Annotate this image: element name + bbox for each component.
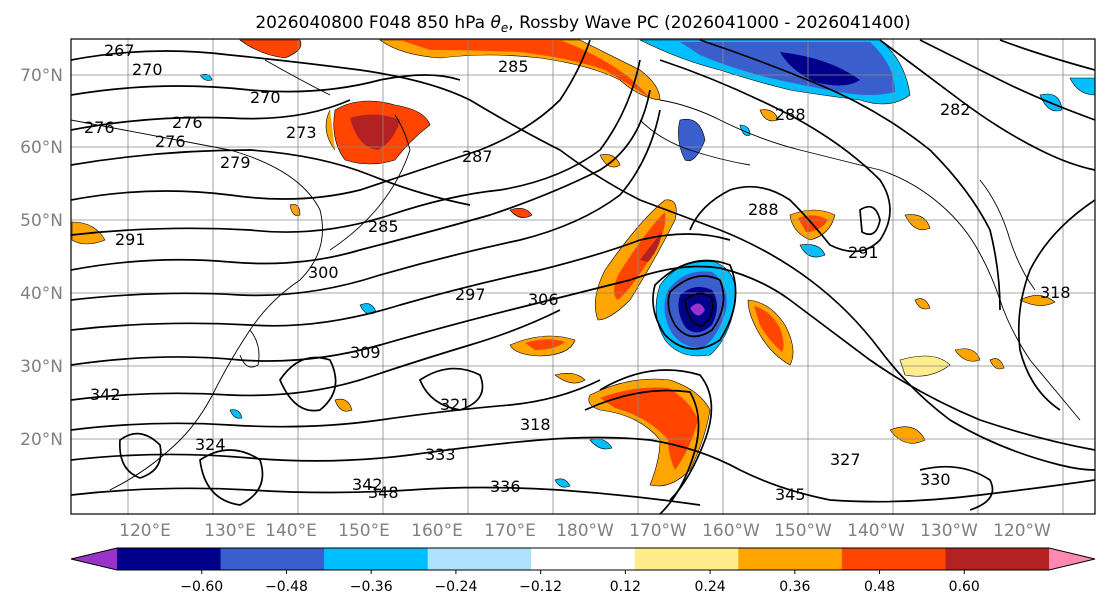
contour-label: 300 [308,263,339,282]
anomaly-shading [71,39,1095,488]
contour-label: 279 [220,153,251,172]
colorbar-tick-label: 0.24 [695,579,726,595]
contour-label: 282 [940,100,971,119]
colorbar-tick-label: −0.60 [180,579,223,595]
colorbar-tick-label: 0.12 [610,579,641,595]
theta-e-contours [71,39,1095,514]
contour-label: 306 [528,290,559,309]
colorbar-cell [427,548,532,570]
latitude-labels: 70°N 60°N 50°N 40°N 30°N 20°N [20,66,63,450]
contour-label: 297 [455,285,486,304]
colorbar-tick-label: 0.60 [949,579,980,595]
contour-label: 291 [848,243,879,262]
colorbar-cell [531,548,636,570]
contour-label: 276 [172,113,203,132]
contour-label: 336 [490,477,521,496]
colorbar: −0.60 −0.48 −0.36 −0.24 −0.12 0.12 0.24 0.36 0.4… [70,547,1096,595]
contour-label: 333 [425,445,456,464]
contour-label: 318 [1040,283,1071,302]
colorbar-extend-high [1049,548,1095,570]
colorbar-cell [220,548,325,570]
contour-label: 288 [748,200,779,219]
lon-label: 170°W [629,521,687,541]
lat-label-50n: 50°N [20,211,63,231]
longitude-labels: 120°E 130°E 140°E 150°E 160°E 170°E 180°… [119,521,1051,541]
colorbar-cell [738,548,843,570]
lon-label: 120°E [119,521,171,541]
lon-label: 160°E [411,521,463,541]
lon-label: 170°E [484,521,536,541]
colorbar-tick-label: −0.48 [265,579,308,595]
contour-label: 276 [84,118,115,137]
lat-label-70n: 70°N [20,66,63,86]
contour-label: 342 [90,385,121,404]
lon-label: 140°W [847,521,905,541]
colorbar-cell [324,548,429,570]
contour-label: 287 [462,147,493,166]
colorbar-tick-label: 0.36 [779,579,810,595]
contour-label: 330 [920,470,951,489]
contour-label: 270 [250,88,281,107]
colorbar-extend-low [71,548,117,570]
lon-label: 160°W [702,521,760,541]
lat-label-40n: 40°N [20,284,63,304]
colorbar-cell [945,548,1050,570]
lon-label: 130°W [920,521,978,541]
contour-label: 270 [132,60,163,79]
lat-label-60n: 60°N [20,138,63,158]
colorbar-tick-label: −0.36 [350,579,393,595]
lon-label: 150°E [338,521,390,541]
lon-label: 150°W [774,521,832,541]
contour-label: 276 [155,132,186,151]
lat-label-20n: 20°N [20,430,63,450]
lon-label: 140°E [265,521,317,541]
contour-label: 291 [115,230,146,249]
contour-label: 327 [830,450,861,469]
colorbar-cell [117,548,222,570]
contour-label: 273 [286,123,317,142]
contour-label: 267 [104,41,135,60]
colorbar-cell [841,548,946,570]
lon-label: 120°W [993,521,1051,541]
lon-label: 130°E [204,521,256,541]
colorbar-tick-label: 0.48 [864,579,895,595]
contour-label: 309 [350,343,381,362]
graticule [71,39,1095,514]
contour-label: 342 [352,475,383,494]
colorbar-cell [634,548,739,570]
colorbar-tick-label: −0.12 [519,579,562,595]
lat-label-30n: 30°N [20,357,63,377]
contour-label: 321 [440,395,471,414]
colorbar-tick-label: −0.24 [434,579,477,595]
map-frame [70,38,1096,515]
contour-label: 285 [498,57,529,76]
contour-label: 324 [195,435,226,454]
contour-labels: 267 270 270 276 276 276 273 279 285 285 … [84,41,1071,504]
colorbar-outline [70,547,1096,571]
lon-label: 180°W [556,521,614,541]
contour-label: 285 [368,217,399,236]
figure-title: 2026040800 F048 850 hPa θe, Rossby Wave … [255,13,910,35]
contour-label: 318 [520,415,551,434]
contour-label: 348 [368,483,399,502]
contour-label: 288 [775,105,806,124]
contour-label: 345 [775,485,806,504]
map-panel: 267 270 270 276 276 276 273 279 285 285 … [71,39,1095,514]
